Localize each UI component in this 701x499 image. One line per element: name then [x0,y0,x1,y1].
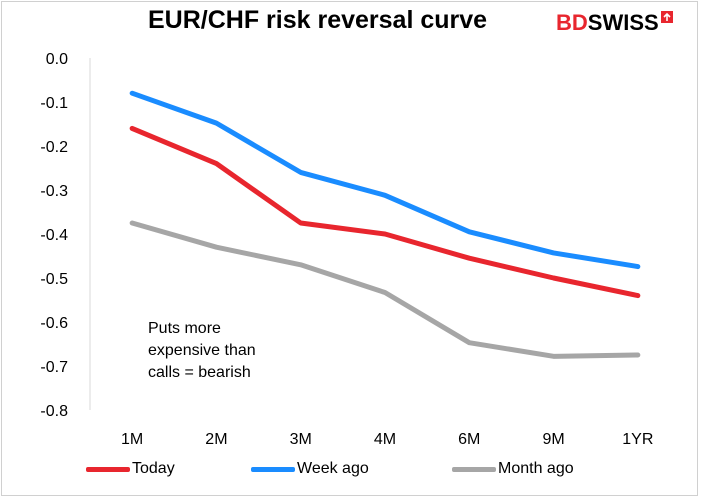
y-tick-label: -0.2 [40,139,68,156]
annotation-line-3: calls = bearish [148,364,251,381]
x-tick-label: 3M [290,431,312,448]
legend-item-month-ago: Month ago [452,460,574,478]
y-tick-label: -0.4 [40,227,68,244]
legend-label-month-ago: Month ago [498,460,574,477]
x-tick-label: 4M [374,431,396,448]
brand-logo: BD SWISS [556,10,673,36]
x-tick-label: 1YR [622,431,653,448]
legend-swatch-week-ago [251,466,295,472]
x-tick-label: 9M [542,431,564,448]
y-tick-label: -0.6 [40,315,68,332]
y-tick-label: -0.8 [40,403,68,420]
series-line-today [129,125,641,299]
legend-item-week-ago: Week ago [251,460,369,478]
chart-title: EUR/CHF risk reversal curve [148,6,488,34]
chart-annotation: Puts more expensive than calls = bearish [148,318,256,384]
series-line-month-ago [129,220,641,359]
annotation-line-1: Puts more [148,320,221,337]
legend-swatch-today [86,466,130,472]
series-line-week-ago [129,90,641,270]
annotation-line-2: expensive than [148,342,256,359]
y-tick-label: -0.1 [40,95,68,112]
chart-legend: Today Week ago Month ago [0,460,701,482]
legend-label-today: Today [132,460,175,477]
brand-cross-icon [660,11,673,23]
legend-label-week-ago: Week ago [297,460,369,477]
y-tick-label: -0.5 [40,271,68,288]
y-tick-label: 0.0 [46,51,68,68]
brand-logo-swiss: SWISS [587,10,659,35]
y-tick-label: -0.3 [40,183,68,200]
x-tick-label: 2M [205,431,227,448]
brand-logo-bd: BD [556,10,588,35]
x-tick-label: 6M [458,431,480,448]
legend-item-today: Today [86,460,175,478]
legend-swatch-month-ago [452,466,496,472]
x-tick-label: 1M [121,431,143,448]
y-tick-label: -0.7 [40,359,68,376]
